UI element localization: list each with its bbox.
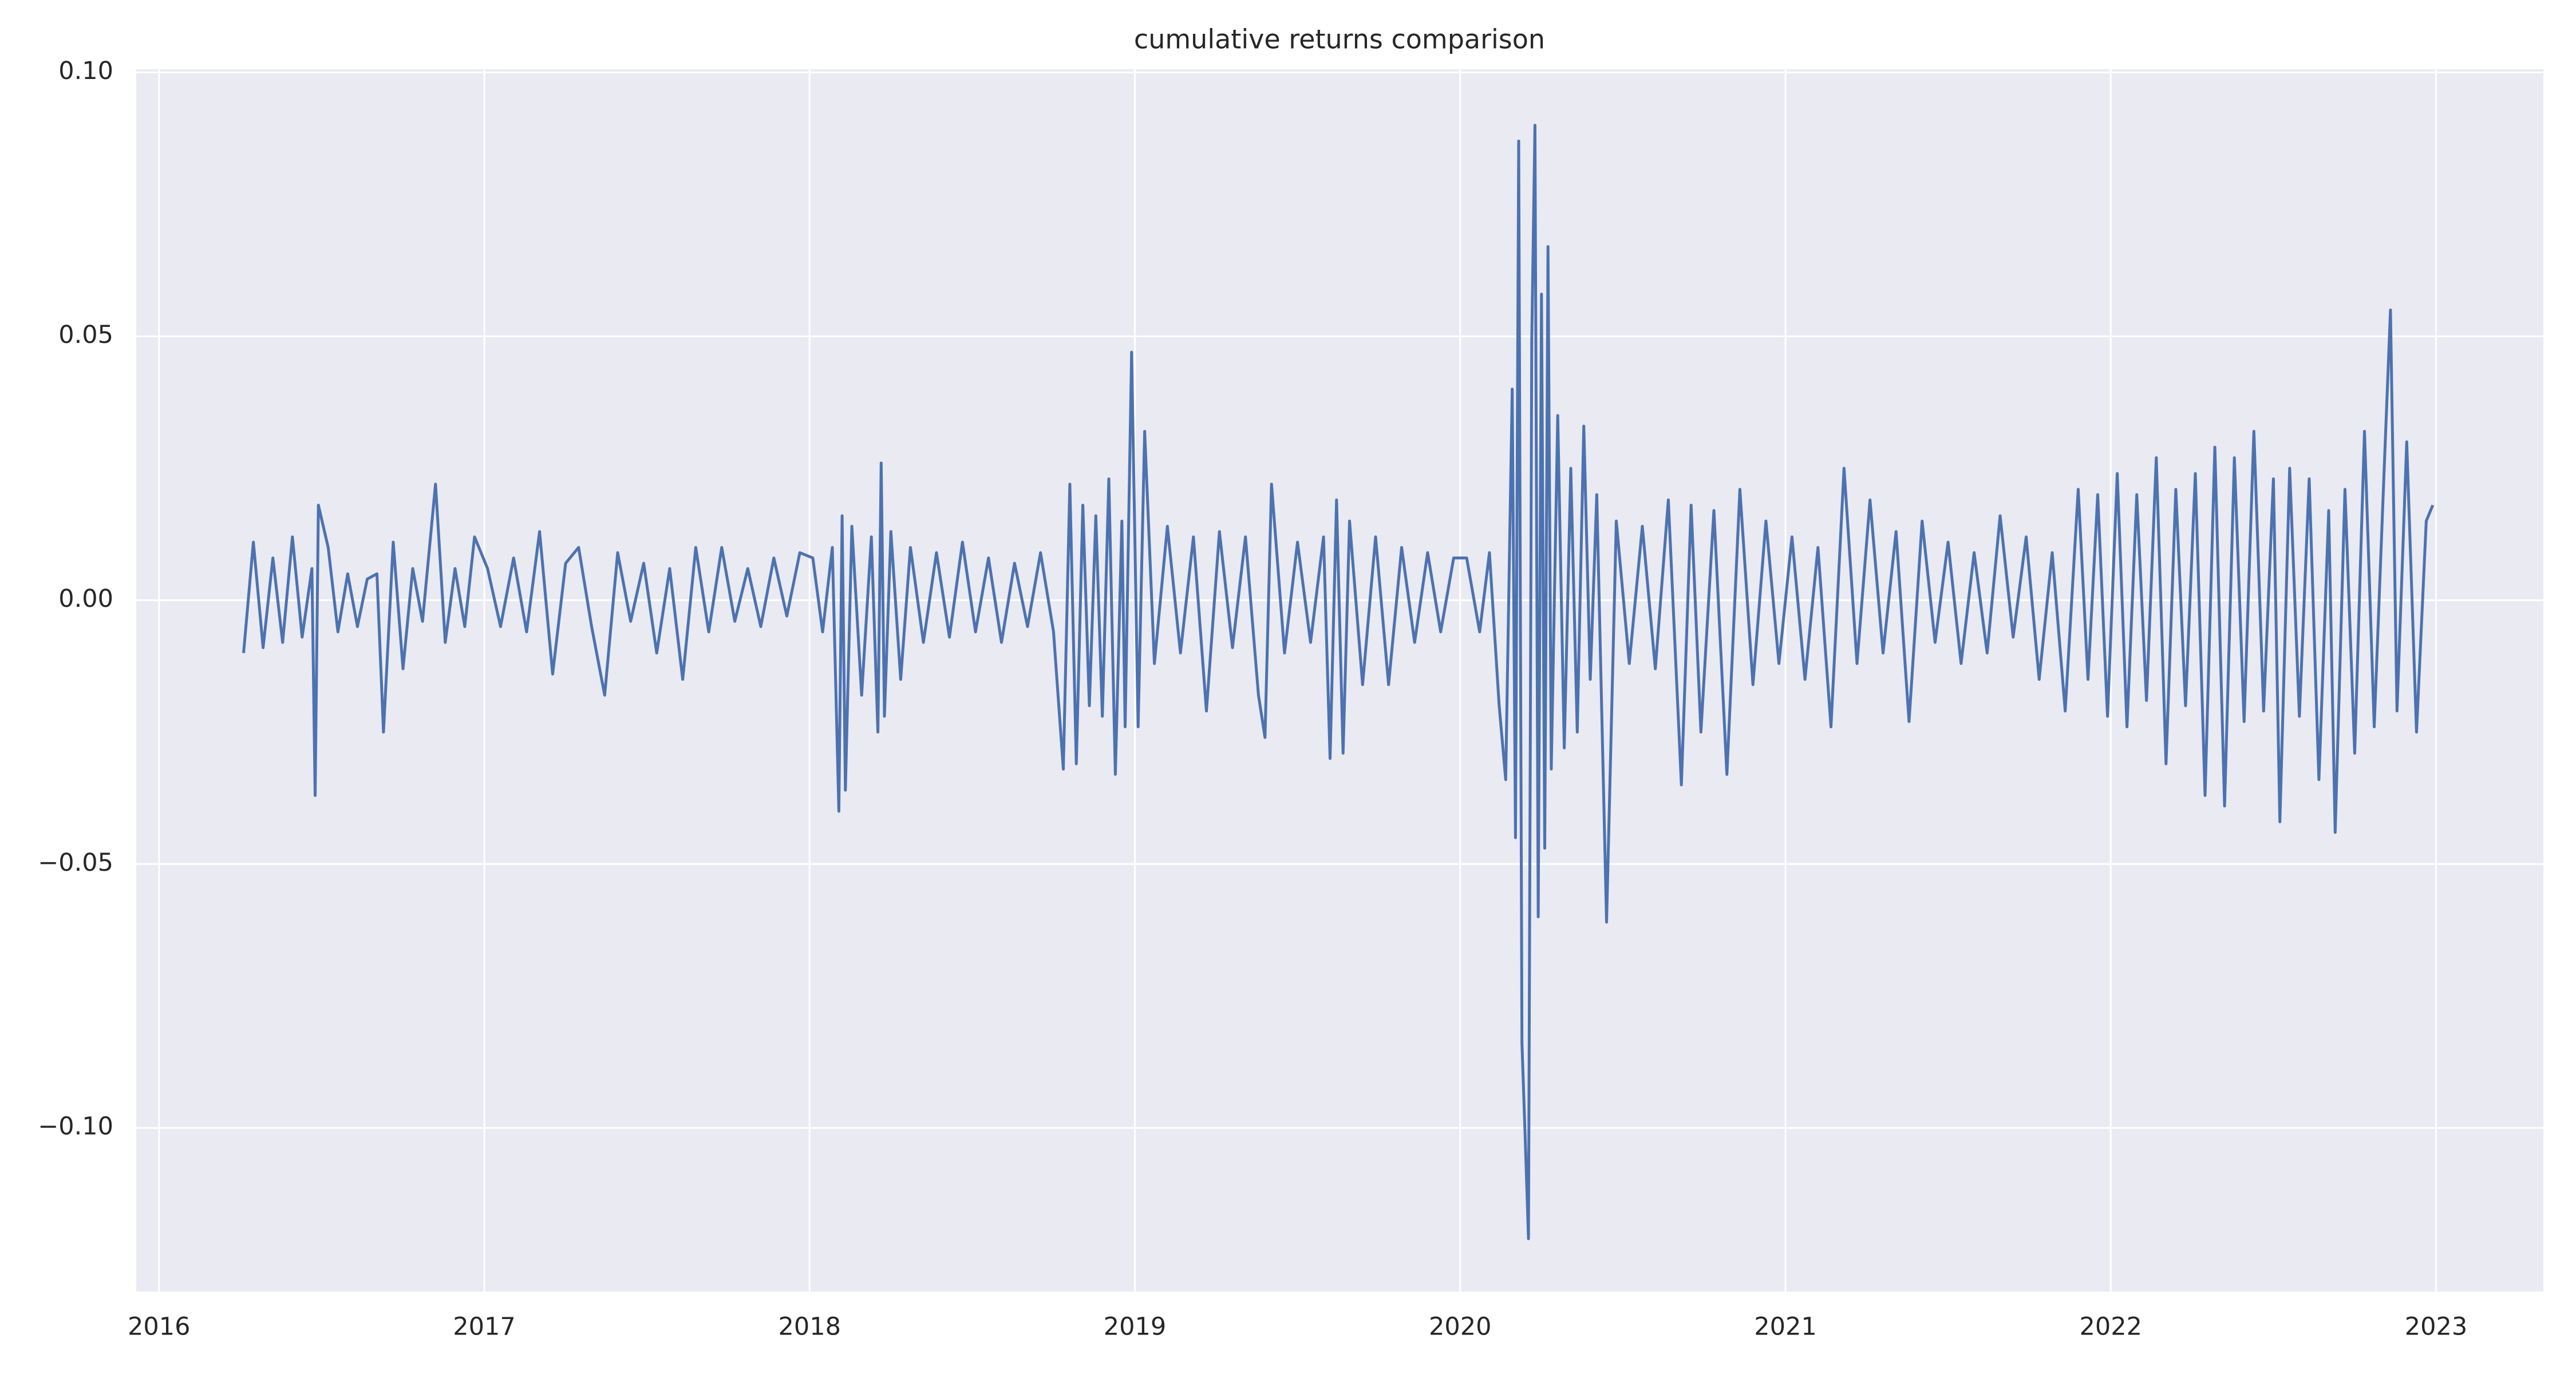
x-tick-label: 2018 (779, 1313, 841, 1341)
y-tick-label: 0.10 (58, 57, 113, 85)
x-tick-label: 2021 (1754, 1313, 1816, 1341)
line (242, 124, 2435, 1241)
x-tick-label: 2019 (1104, 1313, 1166, 1341)
y-tick-label: 0.05 (58, 321, 113, 349)
y-tick-label: −0.10 (38, 1112, 113, 1141)
y-tick-label: 0.00 (58, 585, 113, 613)
x-tick-label: 2022 (2080, 1313, 2142, 1341)
x-tick-label: 2016 (128, 1313, 190, 1341)
chart-title: cumulative returns comparison (1134, 24, 1545, 55)
x-tick-label: 2017 (453, 1313, 515, 1341)
y-tick-label: −0.05 (38, 848, 113, 877)
x-tick-label: 2023 (2405, 1313, 2467, 1341)
x-tick-label: 2020 (1429, 1313, 1491, 1341)
